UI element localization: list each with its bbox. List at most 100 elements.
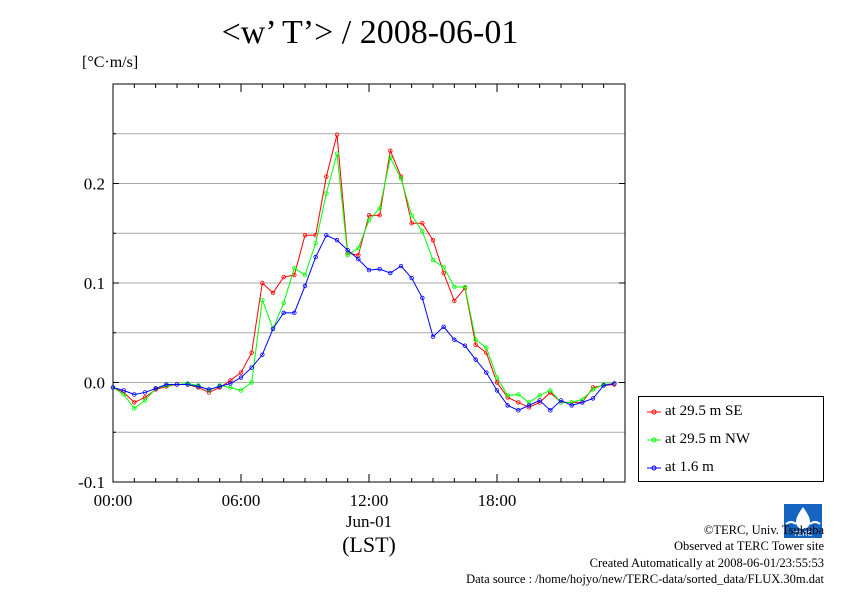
data-point — [462, 284, 468, 290]
data-point — [228, 378, 233, 383]
data-point — [132, 400, 137, 405]
data-point — [132, 406, 137, 411]
data-point — [121, 388, 126, 393]
data-point — [484, 370, 489, 375]
x-date-label: Jun-01 — [346, 512, 392, 531]
legend-marker-nw — [647, 437, 661, 442]
series-line-2 — [112, 234, 615, 412]
data-point — [505, 403, 510, 408]
data-point — [249, 350, 254, 355]
data-point — [281, 310, 286, 316]
data-point — [334, 151, 340, 156]
data-point — [548, 388, 553, 393]
data-point — [292, 310, 297, 316]
data-point — [260, 280, 265, 286]
data-point — [580, 397, 585, 402]
data-point — [366, 267, 372, 273]
data-point — [452, 284, 457, 290]
data-point — [110, 385, 116, 390]
legend-marker-se — [647, 409, 661, 414]
data-point — [366, 218, 372, 223]
data-point — [516, 392, 521, 397]
data-point — [473, 357, 478, 362]
data-point — [356, 245, 361, 251]
data-point — [238, 370, 244, 375]
data-point — [334, 132, 340, 137]
data-point — [324, 191, 329, 196]
data-point — [345, 247, 350, 253]
data-point — [196, 384, 201, 389]
data-point — [388, 148, 393, 153]
data-point — [484, 345, 489, 350]
legend: at 29.5 m SE at 29.5 m NW at 1.6 m — [638, 396, 824, 482]
data-point — [526, 400, 532, 405]
data-point — [398, 176, 404, 181]
data-point — [324, 174, 329, 179]
data-point — [356, 256, 361, 262]
data-point — [441, 264, 446, 270]
data-point — [537, 398, 542, 403]
data-point — [420, 229, 425, 234]
data-point — [409, 213, 414, 218]
data-point — [377, 206, 382, 211]
data-point — [452, 298, 457, 304]
data-point — [377, 213, 382, 218]
data-point — [473, 337, 478, 342]
y-tick-label: 0.1 — [84, 274, 105, 293]
x-tick-label: 00:00 — [94, 491, 133, 510]
data-point — [270, 326, 276, 331]
data-point — [388, 270, 393, 276]
credit-copyright: ©TERC, Univ. Tsukuba — [703, 523, 824, 537]
legend-label-se: at 29.5 m SE — [665, 403, 743, 419]
data-point — [238, 375, 244, 380]
data-point — [452, 337, 457, 342]
data-point — [494, 388, 500, 393]
data-point — [164, 382, 169, 387]
data-point — [228, 381, 233, 386]
data-point — [494, 375, 500, 380]
data-point — [142, 390, 148, 395]
data-point — [537, 393, 542, 398]
terc-logo-icon: TERC — [784, 504, 822, 538]
data-point — [313, 254, 318, 260]
data-point — [420, 221, 425, 226]
data-point — [313, 240, 318, 246]
data-point — [420, 295, 425, 301]
data-point — [260, 297, 265, 303]
data-point — [281, 300, 286, 306]
data-point — [302, 233, 308, 238]
data-point — [569, 403, 574, 408]
data-point — [292, 265, 297, 271]
credit-created: Created Automatically at 2008-06-01/23:5… — [589, 556, 824, 570]
data-point — [441, 270, 446, 276]
y-tick-label: 0.0 — [84, 374, 105, 393]
data-point — [441, 324, 446, 329]
legend-item-nw: at 29.5 m NW — [647, 431, 750, 448]
data-point — [334, 238, 340, 243]
data-point — [409, 221, 414, 226]
data-point — [558, 398, 564, 403]
x-tick-label: 18:00 — [478, 491, 517, 510]
data-point — [238, 388, 244, 393]
data-point — [398, 263, 404, 269]
data-point — [142, 395, 148, 400]
data-point — [249, 365, 254, 370]
data-point — [473, 342, 478, 347]
legend-marker-ground — [647, 465, 661, 470]
data-point — [569, 400, 574, 405]
data-point — [142, 398, 148, 403]
data-point — [153, 386, 158, 391]
y-axis-unit-label: [°C·m/s] — [82, 54, 139, 71]
legend-label-ground: at 1.6 m — [665, 459, 714, 475]
data-point — [185, 382, 190, 387]
legend-label-nw: at 29.5 m NW — [665, 431, 750, 447]
data-point — [132, 392, 137, 397]
data-point — [270, 290, 276, 296]
data-point — [174, 382, 180, 387]
data-point — [601, 383, 606, 388]
data-point — [302, 272, 308, 278]
data-point — [281, 274, 286, 280]
data-point — [377, 266, 382, 272]
x-tick-label: 12:00 — [350, 491, 389, 510]
